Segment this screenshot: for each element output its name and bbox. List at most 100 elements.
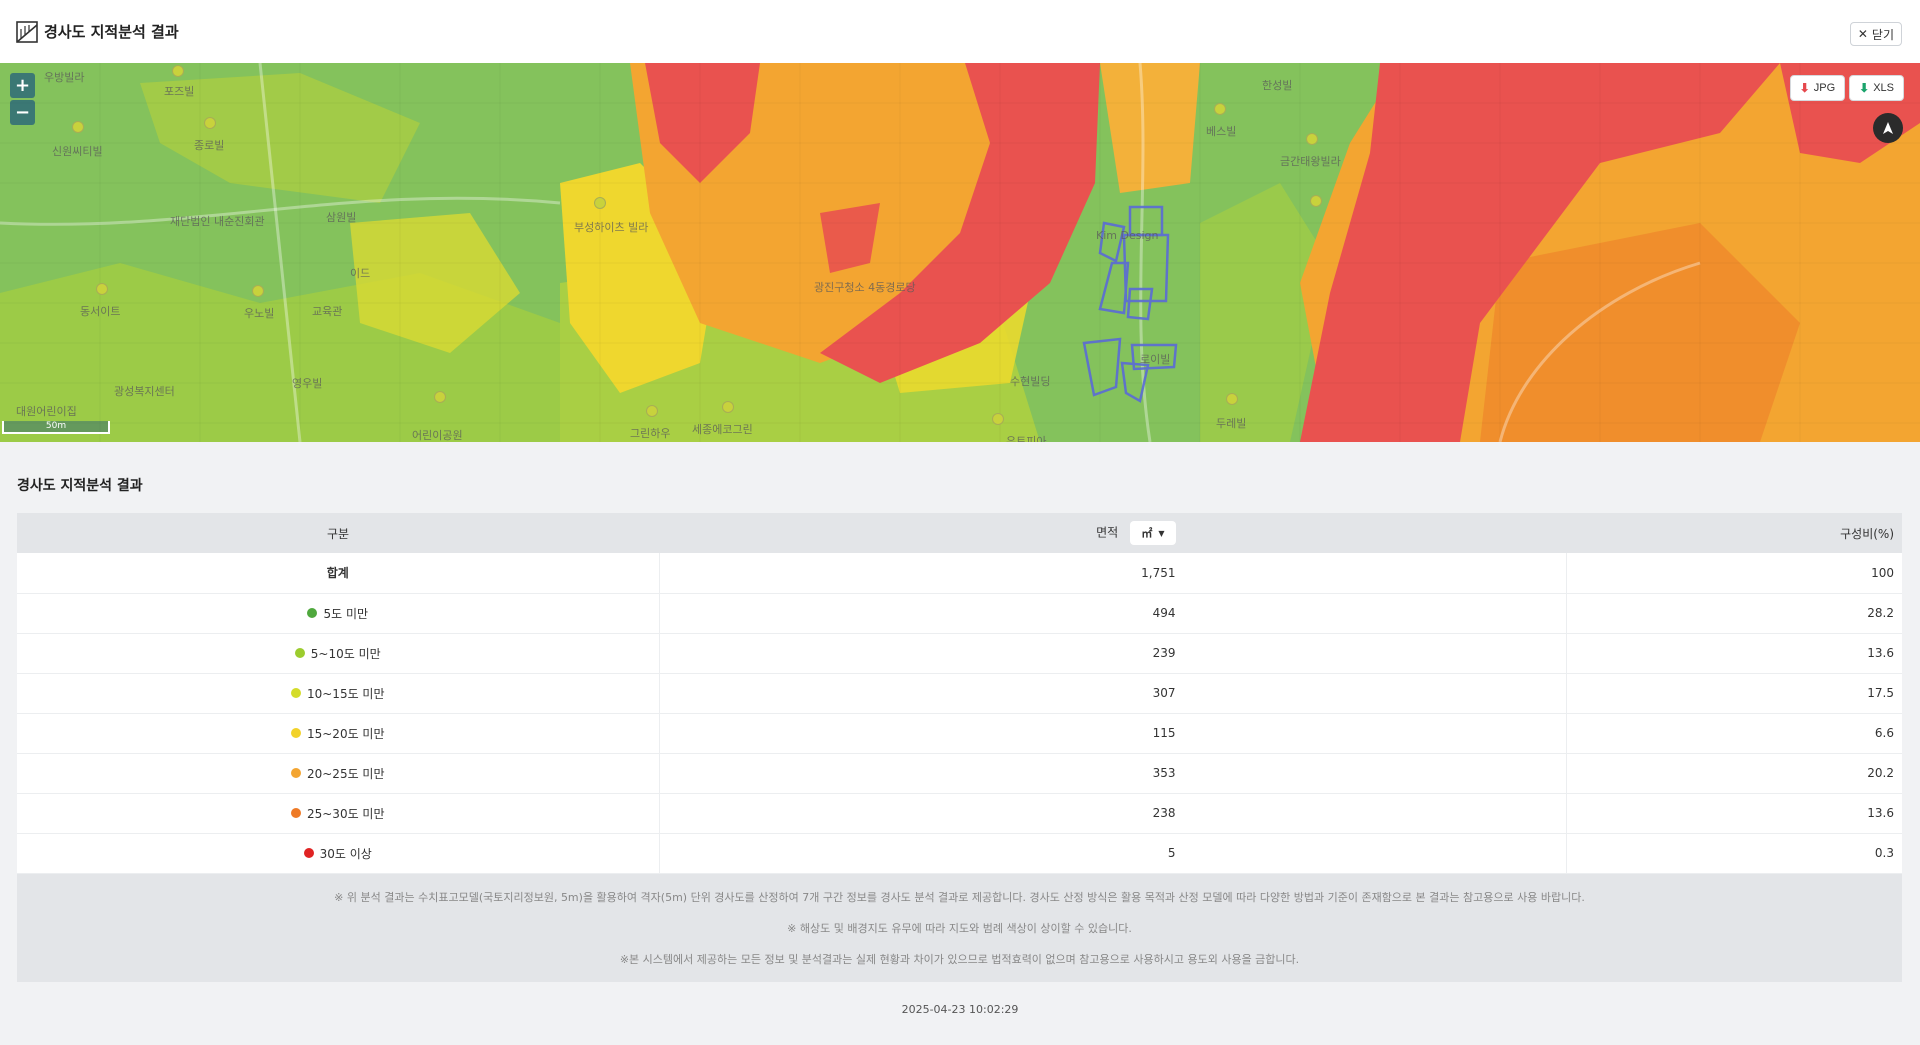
ratio-value: 17.5 [1566,673,1902,714]
legend-dot-icon [307,608,318,618]
area-value: 115 [659,713,1567,754]
map-label: 부성하이츠 빌라 [574,221,649,234]
ratio-value: 0.3 [1566,833,1902,874]
unit-select[interactable]: ㎡ ▼ [1130,521,1176,545]
map-label: 재단법인 내순진회관 [170,215,265,228]
map-label: 유토피아 [1006,435,1047,442]
category-label: 15~20도 미만 [306,726,385,741]
poi-marker-icon [252,285,264,297]
download-xls-button[interactable]: ⬇ XLS [1849,75,1904,101]
north-arrow-icon[interactable] [1873,113,1903,143]
map-label: 금간태왕빌라 [1280,155,1341,168]
scale-bar: 50m [2,421,110,434]
poi-marker-icon [1226,393,1238,405]
map-label: 신원씨티빌 [52,145,103,158]
note-text: ※ 해상도 및 배경지도 유무에 따라 지도와 범례 색상이 상이할 수 있습니… [787,921,1132,935]
ratio-value: 28.2 [1566,593,1902,634]
table-row: 5~10도 미만 239 13.6 [17,633,1902,674]
category-label: 30도 이상 [319,846,372,861]
category-cell: 15~20도 미만 [290,725,385,742]
category-label: 10~15도 미만 [306,686,385,701]
area-value: 307 [659,673,1567,714]
map-label: 영우빌 [292,377,323,390]
poi-marker-icon [1214,103,1226,115]
zoom-in-button[interactable]: + [10,73,35,98]
area-value: 5 [659,833,1567,874]
ratio-value: 20.2 [1566,753,1902,794]
map-label: 우노빌 [244,307,275,320]
map-label: 어린이공원 [412,429,463,442]
map-label: 두레빌 [1216,417,1247,430]
area-value: 353 [659,753,1567,794]
category-label: 20~25도 미만 [306,766,385,781]
legend-dot-icon [294,648,305,658]
caret-down-icon: ▼ [1158,528,1165,538]
slope-raster-layer [0,63,1920,442]
category-label: 5~10도 미만 [310,646,381,661]
poi-marker-icon [1310,195,1322,207]
scale-label: 50m [45,421,67,431]
download-group: ⬇ JPG ⬇ XLS [1789,75,1904,101]
area-value: 238 [659,793,1567,834]
download-xls-label: XLS [1873,82,1894,94]
poi-marker-icon [434,391,446,403]
map-label: 삼원빌 [326,211,357,224]
slope-results-table: 구분 면적 ㎡ ▼ 구성비(%) 합계 1,751 100 5도 미만 494 … [17,513,1902,874]
map-label: 로이빌 [1140,353,1171,366]
legend-dot-icon [290,768,301,778]
map-label: 세종에코그린 [692,423,753,436]
poi-marker-icon [722,401,734,413]
analysis-timestamp: 2025-04-23 10:02:29 [901,1003,1019,1016]
legend-dot-icon [290,728,301,738]
close-label: 닫기 [1871,27,1894,42]
total-area: 1,751 [659,553,1567,594]
table-row: 5도 미만 494 28.2 [17,593,1902,634]
slope-map[interactable]: 우방빌라 포즈빌 신원씨티빌 종로빌 재단법인 내순진회관 동서이트 우노빌 교… [0,63,1920,442]
ratio-value: 13.6 [1566,633,1902,674]
total-ratio: 100 [1566,553,1902,594]
map-label: 광진구청소 4동경로당 [814,281,916,294]
table-row: 15~20도 미만 115 6.6 [17,713,1902,754]
category-cell: 10~15도 미만 [290,685,385,702]
category-cell: 5~10도 미만 [294,645,381,662]
map-label: 수현빌딩 [1010,375,1051,388]
ratio-value: 6.6 [1566,713,1902,754]
column-header-category: 구분 [17,513,659,553]
table-row-total: 합계 1,751 100 [17,553,1902,594]
unit-select-value: ㎡ [1141,527,1153,540]
zoom-controls: + − [10,73,35,125]
map-label: 이드 [350,267,371,280]
poi-marker-icon [1306,133,1318,145]
disclaimer-notes: ※ 위 분석 결과는 수치표고모델(국토지리정보원, 5m)을 활용하여 격자(… [17,874,1902,982]
total-label: 합계 [17,553,660,594]
slope-analysis-logo-icon [16,20,38,43]
category-cell: 5도 미만 [307,605,368,622]
map-label: 포즈빌 [164,85,195,98]
map-label: 베스빌 [1206,125,1237,138]
table-header-row: 구분 면적 ㎡ ▼ 구성비(%) [17,513,1902,553]
map-label: Kim Design [1096,229,1159,242]
poi-marker-icon [96,283,108,295]
download-jpg-button[interactable]: ⬇ JPG [1789,75,1846,101]
map-label: 교육관 [312,305,343,318]
poi-marker-icon [72,121,84,133]
note-text: ※본 시스템에서 제공하는 모든 정보 및 분석결과는 실제 현황과 차이가 있… [619,952,1300,966]
page-title: 경사도 지적분석 결과 [44,23,179,41]
table-row: 20~25도 미만 353 20.2 [17,753,1902,794]
close-button[interactable]: ✕ 닫기 [1849,22,1902,46]
poi-marker-icon [204,117,216,129]
category-cell: 30도 이상 [303,845,372,862]
poi-marker-icon [646,405,658,417]
table-row: 10~15도 미만 307 17.5 [17,673,1902,714]
table-row: 30도 이상 5 0.3 [17,833,1902,874]
download-icon: ⬇ [1799,81,1810,95]
zoom-out-button[interactable]: − [10,100,35,125]
legend-dot-icon [290,808,301,818]
poi-marker-icon [992,413,1004,425]
map-label: 그린하우 [630,427,671,440]
category-cell: 20~25도 미만 [290,765,385,782]
map-label: 대원어린이집 [16,405,77,418]
map-label: 한성빌 [1262,79,1293,92]
map-label: 우방빌라 [44,71,85,84]
note-text: ※ 위 분석 결과는 수치표고모델(국토지리정보원, 5m)을 활용하여 격자(… [334,891,1585,905]
